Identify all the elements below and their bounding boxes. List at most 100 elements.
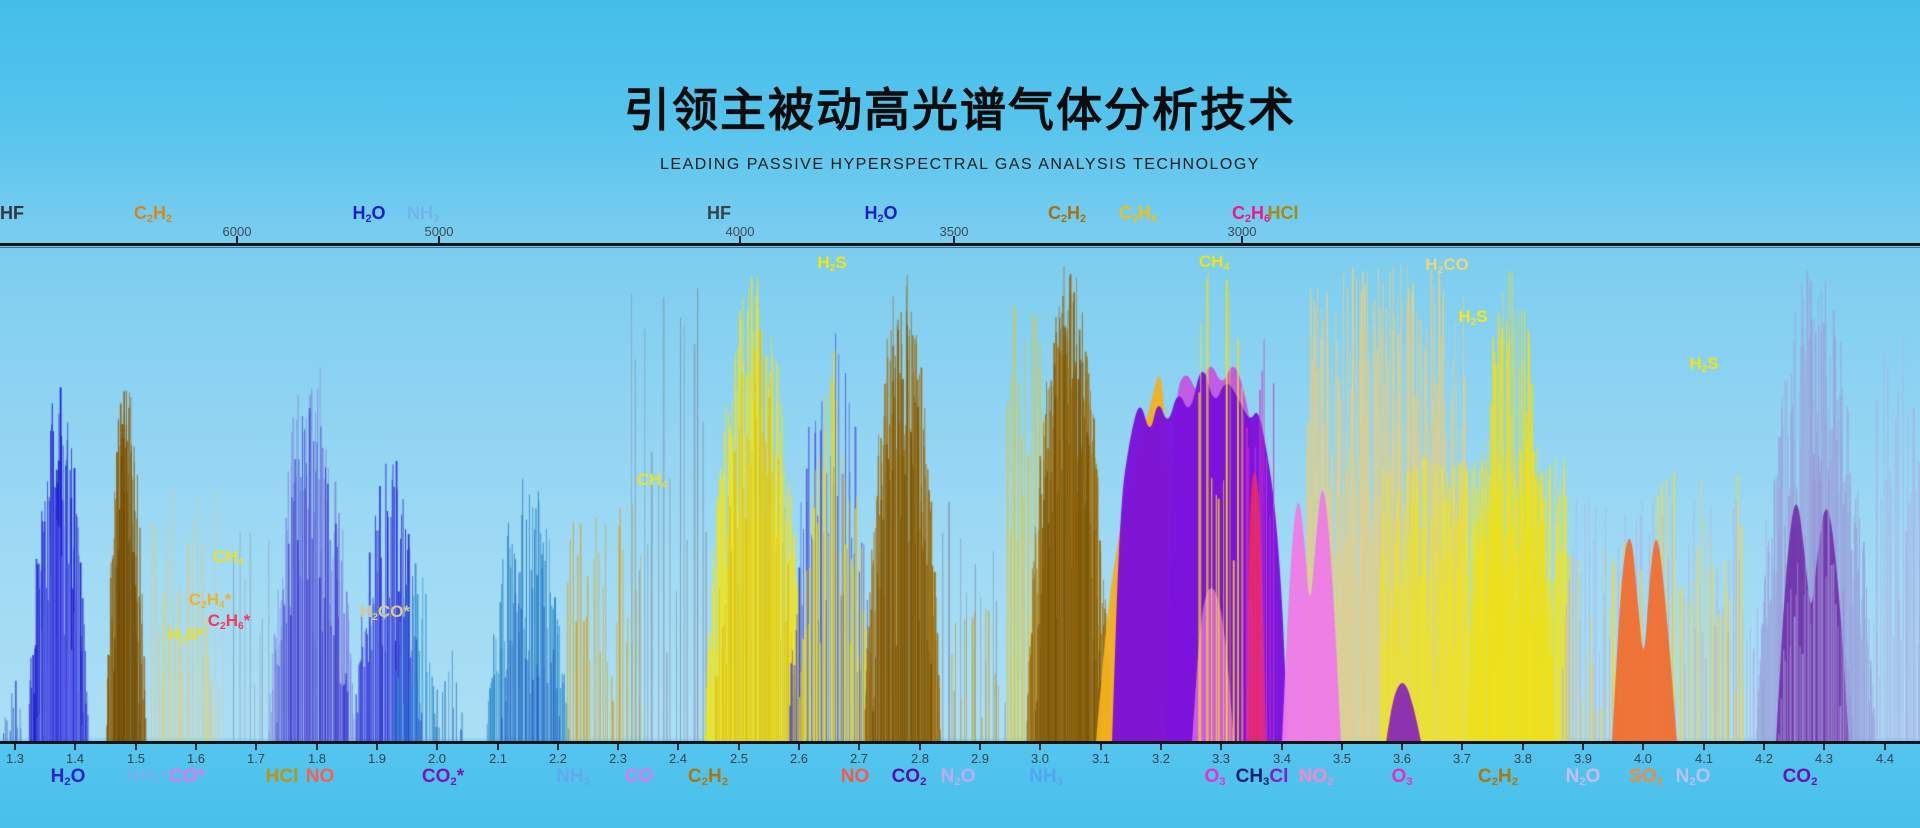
top-tick-label: 3500 [939, 224, 969, 239]
bottom-gas-label: NO [305, 766, 335, 787]
top-gas-label: H2O [864, 203, 898, 226]
bottom-tick-mark [1100, 744, 1102, 750]
bottom-tick-label: 1.7 [246, 751, 266, 766]
bottom-tick-mark [1884, 744, 1886, 750]
bottom-tick-mark [1522, 744, 1524, 750]
bottom-tick-mark [798, 744, 800, 750]
bottom-tick-mark [979, 744, 981, 750]
top-tick-mark [438, 236, 440, 244]
bottom-gas-label: O3 [1204, 766, 1226, 789]
plot-gas-label: H2S* [168, 625, 204, 647]
bottom-gas-label: C2H2 [1477, 766, 1519, 789]
bottom-tick-mark [1341, 744, 1343, 750]
bottom-tick-mark [1281, 744, 1283, 750]
bottom-tick-mark [738, 744, 740, 750]
bottom-gas-label: CH3Cl [1235, 766, 1289, 789]
bottom-tick-label: 1.5 [126, 751, 146, 766]
bottom-tick-mark [436, 744, 438, 750]
top-gas-label: C2H2 [133, 203, 173, 226]
bottom-tick-label: 2.5 [729, 751, 749, 766]
bottom-tick-label: 3.0 [1030, 751, 1050, 766]
bottom-tick-label: 3.3 [1211, 751, 1231, 766]
bottom-tick-mark [1461, 744, 1463, 750]
bottom-tick-mark [557, 744, 559, 750]
plot-gas-label: H2CO* [359, 602, 411, 624]
bottom-gas-label: N2O [1675, 766, 1711, 789]
bottom-tick-mark [1642, 744, 1644, 750]
bottom-tick-mark [1582, 744, 1584, 750]
bottom-tick-mark [919, 744, 921, 750]
bottom-tick-label: 2.0 [427, 751, 447, 766]
bottom-gas-label: NH3* [126, 766, 168, 789]
plot-gas-label: CH4 [212, 547, 244, 569]
bottom-gas-label: CO2 [1782, 766, 1818, 789]
bottom-tick-label: 1.9 [367, 751, 387, 766]
bottom-tick-mark [1763, 744, 1765, 750]
top-gas-label: C2H6 [1231, 203, 1271, 226]
bottom-tick-mark [1160, 744, 1162, 750]
bottom-tick-mark [1401, 744, 1403, 750]
plot-gas-label: CH4 [1198, 252, 1230, 274]
plot-gas-label: H2S [817, 253, 847, 275]
bottom-tick-label: 4.1 [1694, 751, 1714, 766]
bottom-tick-mark [858, 744, 860, 750]
bottom-tick-label: 3.8 [1513, 751, 1533, 766]
top-tick-label: 4000 [725, 224, 755, 239]
top-gas-label: HCl [1267, 203, 1299, 223]
bottom-tick-label: 2.1 [488, 751, 508, 766]
plot-gas-label: C2H4* [188, 590, 232, 612]
top-tick-label: 6000 [222, 224, 252, 239]
bottom-tick-label: 1.6 [186, 751, 206, 766]
bottom-tick-label: 3.6 [1392, 751, 1412, 766]
top-gas-label: HF [0, 203, 24, 223]
top-gas-label: NH3 [406, 203, 440, 226]
bottom-tick-label: 2.6 [789, 751, 809, 766]
page-title: 引领主被动高光谱气体分析技术 [624, 84, 1296, 136]
bottom-gas-label: SO2 [1629, 766, 1663, 789]
bottom-tick-label: 2.2 [548, 751, 568, 766]
bottom-gas-label: NO [840, 766, 870, 787]
bottom-tick-label: 2.8 [910, 751, 930, 766]
bottom-tick-mark [316, 744, 318, 750]
bottom-tick-label: 3.9 [1573, 751, 1593, 766]
top-tick-mark [953, 236, 955, 244]
top-gas-label: C2H2 [1047, 203, 1087, 226]
top-axis-line [0, 243, 1920, 246]
bottom-tick-label: 3.5 [1332, 751, 1352, 766]
top-tick-mark [739, 236, 741, 244]
bottom-tick-mark [497, 744, 499, 750]
bottom-gas-label: O3 [1391, 766, 1413, 789]
top-gas-label: HF [707, 203, 731, 223]
bottom-tick-label: 2.3 [608, 751, 628, 766]
bottom-gas-label: N2O [940, 766, 976, 789]
bottom-gas-label: NH3 [1029, 766, 1063, 789]
bottom-tick-label: 2.4 [668, 751, 688, 766]
bottom-tick-mark [376, 744, 378, 750]
bottom-gas-label: CO2* [421, 766, 465, 789]
bottom-tick-label: 1.3 [5, 751, 25, 766]
plot-gas-label: H2S [1689, 354, 1719, 376]
bottom-tick-label: 2.7 [849, 751, 869, 766]
top-tick-mark [1241, 236, 1243, 244]
bottom-gas-label: N2O [1565, 766, 1601, 789]
bottom-gas-label: CO2 [891, 766, 927, 789]
bottom-tick-mark [1220, 744, 1222, 750]
bottom-tick-label: 1.8 [307, 751, 327, 766]
bottom-tick-mark [1823, 744, 1825, 750]
bottom-gas-label: HCl [265, 766, 299, 787]
bottom-tick-mark [74, 744, 76, 750]
bottom-gas-label: NH3 [556, 766, 590, 789]
bottom-tick-label: 2.9 [970, 751, 990, 766]
top-gas-label: H2O [352, 203, 386, 226]
bottom-tick-label: 4.0 [1633, 751, 1653, 766]
bottom-tick-label: 3.1 [1091, 751, 1111, 766]
page-subtitle: LEADING PASSIVE HYPERSPECTRAL GAS ANALYS… [660, 156, 1260, 173]
bottom-tick-mark [195, 744, 197, 750]
top-tick-label: 5000 [424, 224, 454, 239]
plot-gas-label: H2S [1458, 307, 1488, 329]
bottom-tick-label: 1.4 [65, 751, 85, 766]
bottom-tick-label: 4.4 [1875, 751, 1895, 766]
bottom-tick-mark [617, 744, 619, 750]
